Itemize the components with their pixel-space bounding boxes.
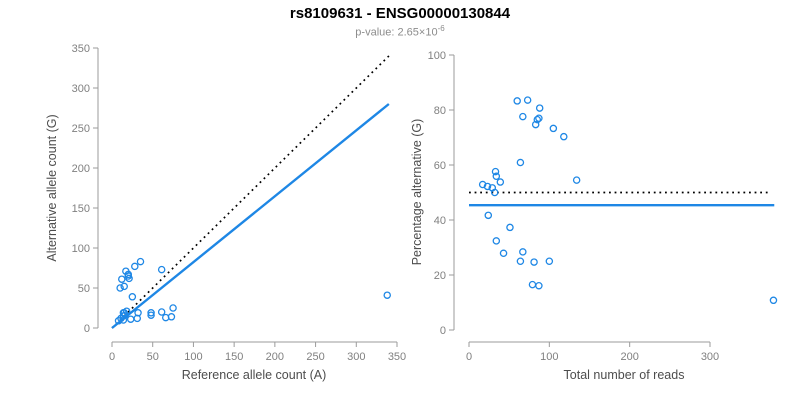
x-tick-label: 200 [620,351,638,363]
pvalue-exponent: -6 [437,24,445,33]
x-tick-label: 200 [266,351,284,363]
data-point [528,280,537,289]
y-tick-label: 150 [72,203,90,215]
pvalue-text: p-value: 2.65×10 [355,26,438,39]
data-point [506,223,514,232]
x-tick-label: 0 [109,351,115,363]
data-point [535,104,544,112]
data-point [513,97,521,105]
data-point [531,120,540,129]
data-point [134,309,142,317]
data-point [157,308,166,316]
data-point [516,257,525,265]
data-point [383,291,391,299]
x-tick-label: 300 [701,351,719,363]
right-x-axis-label: Total number of reads [563,368,685,382]
x-tick-label: 300 [347,351,365,363]
data-point [535,114,543,123]
y-tick-label: 40 [434,215,446,227]
data-point [535,281,543,290]
x-tick-label: 250 [306,351,324,363]
data-point [519,248,527,256]
data-point [131,262,139,271]
y-tick-label: 350 [72,43,90,55]
data-point [478,180,487,189]
data-point [560,132,568,141]
data-point [769,296,778,305]
y-tick-label: 250 [72,123,90,135]
y-tick-label: 100 [428,50,446,62]
data-point [499,249,508,258]
x-tick-label: 100 [184,351,202,363]
y-tick-label: 200 [72,163,90,175]
data-point [136,257,145,266]
figure-subtitle: p-value: 2.65×10-6 [0,24,800,39]
data-point [492,237,501,245]
x-tick-label: 350 [388,351,406,363]
y-tick-label: 300 [72,83,90,95]
data-point [496,178,505,186]
x-tick-label: 150 [225,351,243,363]
data-point [147,311,155,319]
data-point [490,188,499,197]
left-x-axis-label: Reference allele count (A) [181,368,327,382]
figure-title: rs8109631 - ENSG00000130844 [289,5,511,22]
data-point [545,257,554,265]
data-point [549,124,558,133]
y-tick-label: 80 [434,105,446,117]
data-point [122,267,130,275]
left-y-axis-label: Alternative allele count (G) [45,114,59,262]
data-point [118,275,126,283]
x-tick-label: 100 [540,351,558,363]
y-tick-label: 0 [84,323,90,335]
y-tick-label: 60 [434,160,446,172]
right-y-axis-label: Percentage alternative (G) [410,118,424,266]
data-point [157,265,166,274]
y-tick-label: 20 [434,270,446,282]
data-point [533,115,542,124]
percentage-vs-reads-scatter: 0 20 40 60 80 100 0 100 200 300 [428,50,778,363]
regression-line [111,103,390,329]
data-point [491,167,500,176]
data-point [523,96,532,104]
data-point [572,176,581,184]
data-point [484,211,493,220]
y-tick-label: 100 [72,243,90,255]
data-point [120,282,128,291]
data-point [492,172,501,181]
y-tick-label: 0 [440,325,446,337]
y-tick-label: 50 [78,283,90,295]
x-tick-label: 0 [466,351,472,363]
data-point [147,309,155,317]
data-point [119,316,128,324]
data-point [122,307,131,315]
allele-counts-scatter: 0 50 100 150 200 250 300 350 0 50 100 150 200 250 300 3… [72,43,407,363]
data-point [483,182,492,191]
data-point [167,313,176,321]
identity-line [111,54,391,329]
data-point [126,315,135,323]
data-point [530,258,538,266]
data-point [519,112,527,121]
data-point [128,293,137,301]
x-tick-label: 50 [147,351,159,363]
data-point [516,158,525,167]
data-point [169,304,177,312]
data-point [116,284,124,292]
